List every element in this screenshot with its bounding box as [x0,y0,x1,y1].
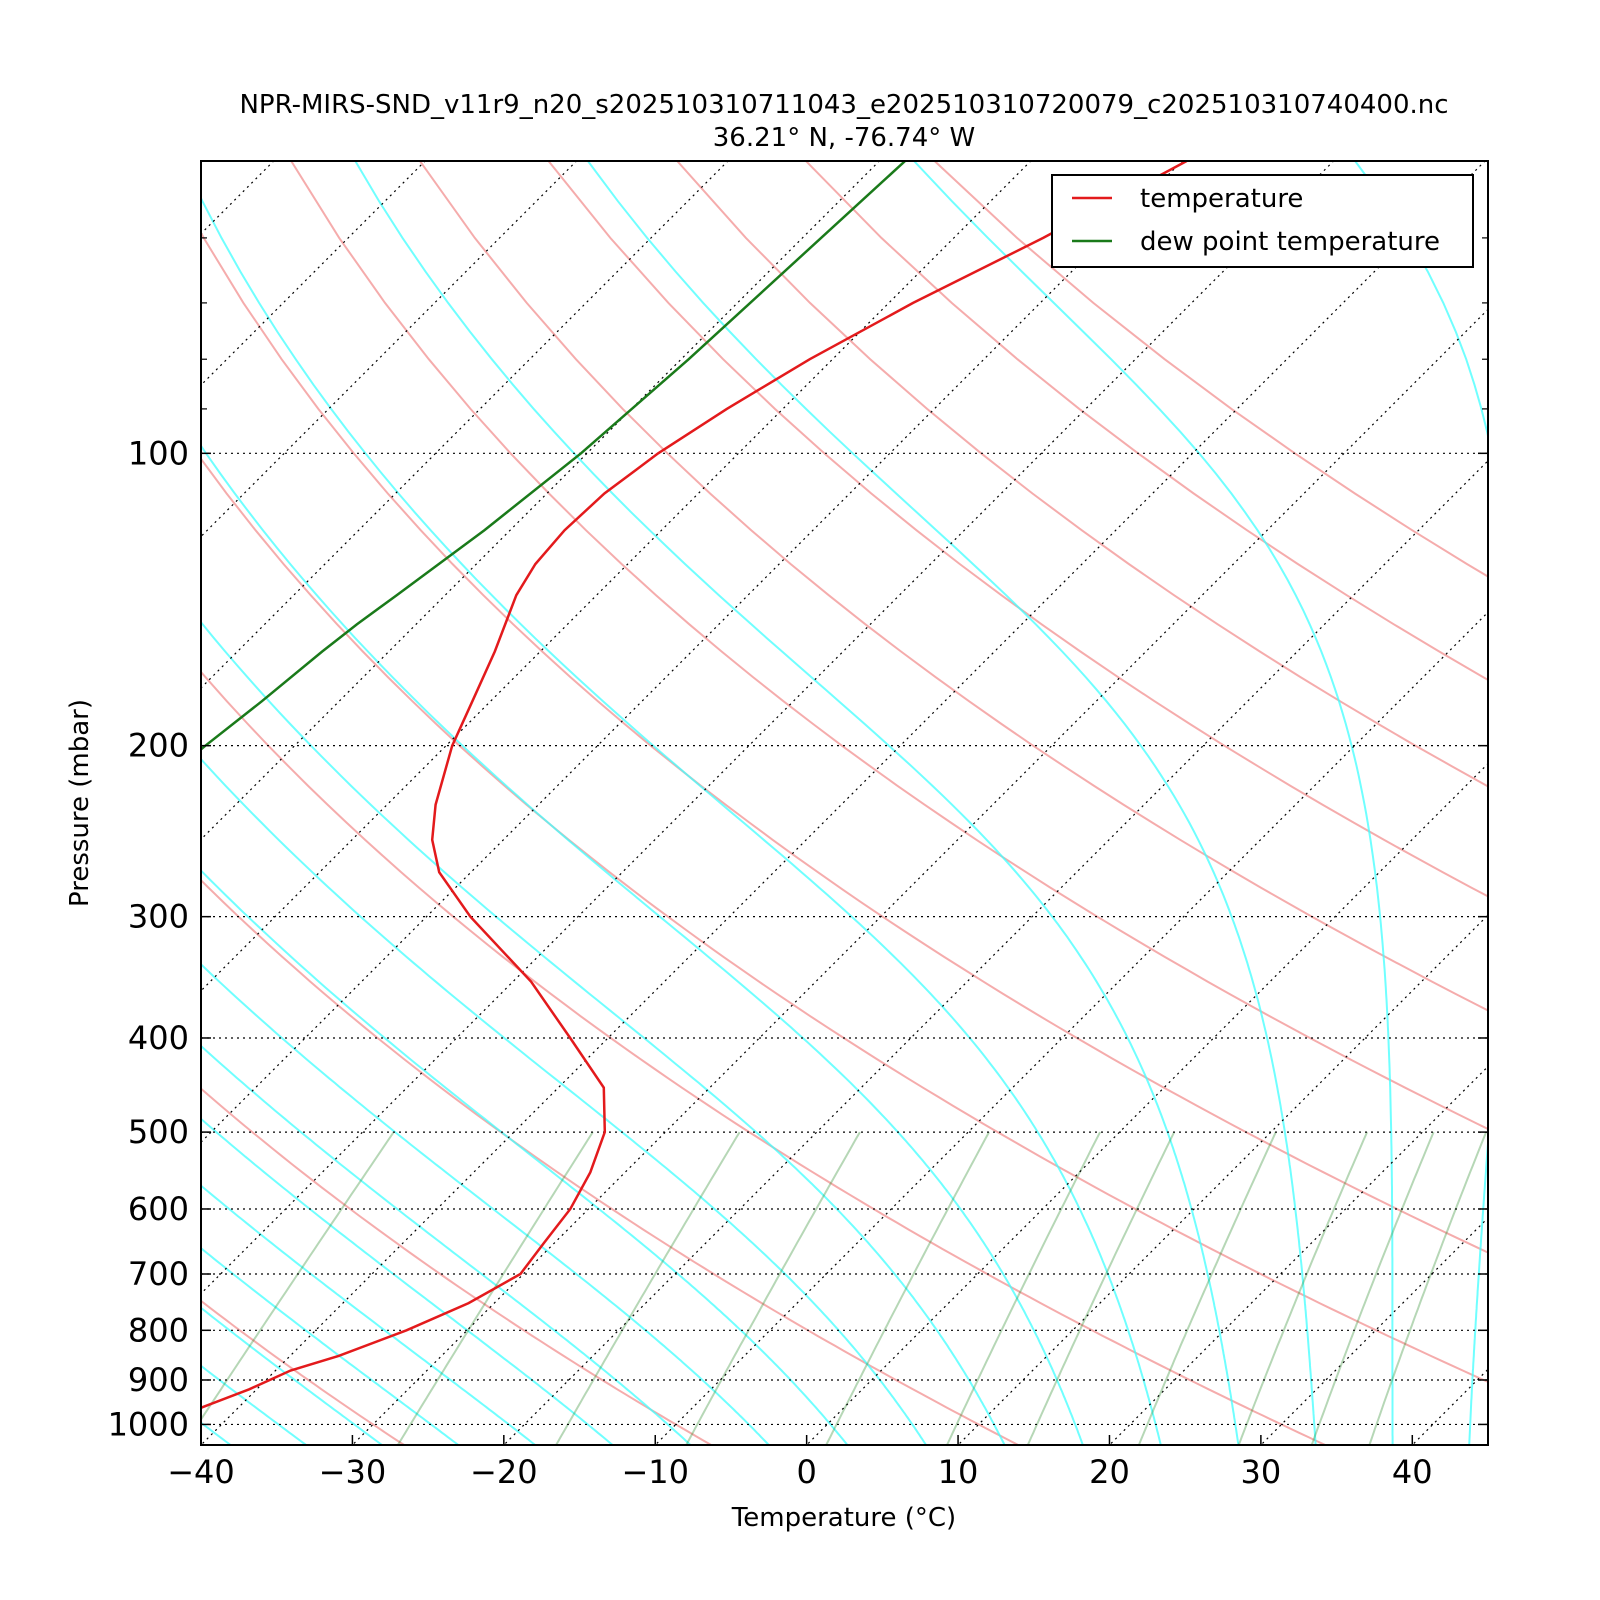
x-tick-label: 10 [938,1453,979,1491]
y-tick-label: 500 [128,1113,189,1151]
moist-adiabat [201,757,928,1445]
moist-adiabat [0,701,30,1464]
moist-adiabat [912,161,1394,1445]
x-tick-label: 30 [1241,1453,1282,1491]
y-tick-label: 1000 [108,1405,189,1443]
legend-label-dew-point: dew point temperature [1140,227,1440,257]
moist-adiabat [201,1306,384,1445]
x-tick-label: −10 [621,1453,689,1491]
moist-adiabat [201,195,1162,1445]
x-axis-label: Temperature (°C) [731,1503,956,1533]
moist-adiabat [586,161,1317,1445]
moist-adiabat [201,1117,615,1445]
y-tick-label: 300 [128,898,189,936]
x-tick-label: −40 [167,1453,235,1491]
isotherm-line [1411,1368,1488,1445]
legend-box [1051,174,1474,268]
isotherm-line [805,762,1488,1445]
mixing-ratio-line [1237,1131,1369,1445]
y-tick-label: 900 [128,1361,189,1399]
dew-point-line [201,161,906,752]
plot-frame [200,160,1489,1446]
chart-title: NPR-MIRS-SND_v11r9_n20_s202510310711043_… [239,90,1448,120]
x-axis-ticks: −40 −30 −20 −10 0 10 20 30 40 [167,1435,1433,1491]
y-tick-label: 400 [128,1019,189,1057]
moist-adiabat [201,444,1084,1445]
moist-adiabat [201,1184,537,1445]
legend-label-temperature: temperature [1140,184,1303,214]
moist-adiabat [201,1364,308,1445]
y-tick-label: 200 [128,727,189,765]
dry-adiabat [201,1299,406,1445]
temperature-line [201,161,1188,1410]
mixing-ratio-line [825,1131,990,1445]
isotherm-line [201,161,1184,1144]
dry-adiabat [804,161,1488,682]
dry-adiabat [201,457,1488,1384]
dry-adiabat [547,161,1488,898]
mixing-ratio-line [554,1131,741,1445]
moist-adiabat [201,620,1006,1445]
mixing-ratio-line [396,1131,594,1445]
x-tick-label: −30 [319,1453,387,1491]
skewed-isotherms [201,67,1600,1465]
y-axis-ticks: 100 200 300 400 500 600 700 800 900 1000 [108,237,1488,1443]
dry-adiabat [201,230,1488,1254]
dry-adiabats [201,161,1488,1445]
x-tick-label: 0 [796,1453,816,1491]
isotherm-line [201,161,1335,1295]
y-axis-label: Pressure (mbar) [65,699,95,907]
skewt-background-lines [0,67,1600,1465]
y-tick-label: 100 [128,434,189,472]
moist-adiabat [354,161,1240,1445]
isotherm-line [1544,67,1600,1465]
moist-adiabat [201,1044,692,1445]
legend: temperature dew point temperature [1051,174,1474,268]
isotherm-line [1260,1217,1488,1445]
mixing-ratio-line [945,1131,1101,1445]
moist-adiabat [201,1246,461,1445]
mixing-ratio-line [201,1131,395,1422]
isotherm-line [1108,1065,1488,1445]
moist-adiabats [0,67,1600,1465]
isotherm-line [502,459,1488,1445]
isotherm-line [201,161,578,538]
isotherm-line [201,161,1486,1445]
dry-adiabat [201,670,1328,1445]
x-tick-label: −20 [470,1453,538,1491]
y-tick-label: 800 [128,1311,189,1349]
moist-adiabat [1353,161,1488,1445]
y-tick-label: 600 [128,1190,189,1228]
moist-adiabat [201,869,849,1445]
dry-adiabat [201,1087,714,1445]
mixing-ratio-line [1368,1131,1488,1445]
isobar-gridlines [201,452,1488,1426]
dry-adiabat [201,878,1021,1445]
series-layer [201,161,1188,1410]
chart-subtitle: 36.21° N, -76.74° W [713,123,975,153]
x-tick-label: 40 [1392,1453,1433,1491]
y-tick-label: 700 [128,1255,189,1293]
mixing-ratio-line [1310,1131,1435,1445]
mixing-ratio-line [685,1131,861,1445]
isotherm-line [201,161,729,689]
moist-adiabat [1544,67,1600,1465]
dry-adiabat [675,161,1488,788]
x-tick-label: 20 [1089,1453,1130,1491]
moist-adiabat [201,963,771,1445]
dry-adiabat [290,161,1488,1131]
dry-adiabat [418,161,1488,1012]
